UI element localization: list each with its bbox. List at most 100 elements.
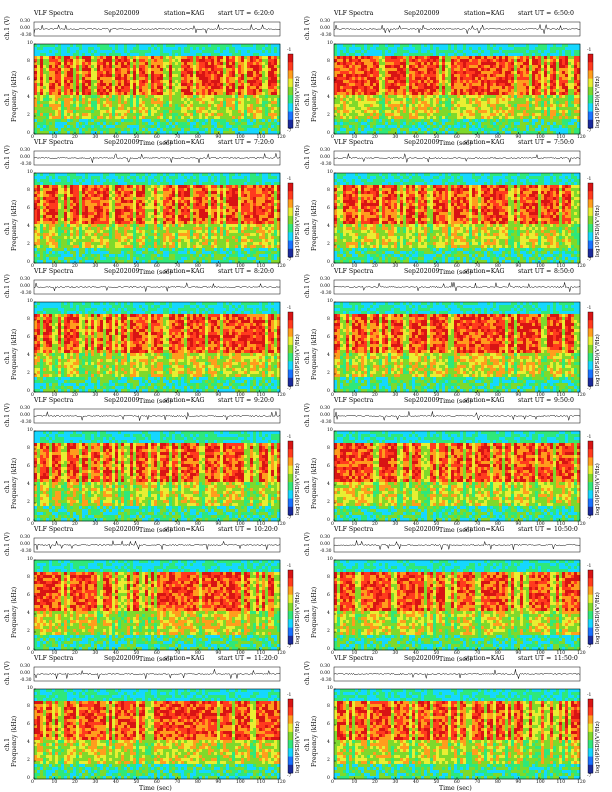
y-tick-label: 10 <box>27 299 33 304</box>
panel-header: VLF Spectra Sep202009 station=KAG start UT … <box>0 8 300 20</box>
y-tick-label: 2 <box>27 113 30 118</box>
waveform-y-tick-label: -0.30 <box>20 678 32 683</box>
x-tick-label: 110 <box>257 264 266 269</box>
y-tick-label: 4 <box>327 482 330 487</box>
colorbar-segment <box>288 764 293 774</box>
x-tick-label: 110 <box>557 780 566 785</box>
panel-header: VLF Spectra Sep202009 station=KAG start UT … <box>300 266 600 278</box>
x-axis-title: Time (sec) <box>139 269 172 276</box>
spectrogram-y-label-frequency: Frequency (kHz) <box>11 71 18 122</box>
panel-start-label: start UT = <box>218 653 251 665</box>
panel-graphics <box>333 279 594 393</box>
colorbar-frame <box>587 311 594 387</box>
colorbar-frame <box>287 698 294 774</box>
colorbar-tick-label: -1 <box>587 435 591 440</box>
colorbar-segment <box>288 119 293 129</box>
y-tick-label: 8 <box>27 59 30 64</box>
waveform-y-tick-label: 0.00 <box>320 26 330 31</box>
x-tick-label: 20 <box>372 135 378 140</box>
x-tick-label: 100 <box>536 264 545 269</box>
spectrogram-cells <box>334 302 581 393</box>
x-tick-label: 50 <box>134 651 140 656</box>
waveform-y-tick-label: -0.30 <box>320 33 332 38</box>
x-tick-label: 110 <box>557 651 566 656</box>
panel-station: station=KAG <box>164 524 205 536</box>
x-tick-label: 20 <box>372 393 378 398</box>
x-tick-label: 70 <box>475 135 481 140</box>
colorbar-frame <box>287 569 294 645</box>
x-tick-label: 40 <box>413 651 419 656</box>
waveform-y-label: ch.1 (V) <box>4 403 11 427</box>
x-axis-title: Time (sec) <box>439 140 472 147</box>
x-tick-label: 70 <box>175 264 181 269</box>
y-tick-label: 6 <box>327 77 330 82</box>
colorbar-segment <box>588 619 593 628</box>
panel-title: VLF Spectra <box>334 137 373 149</box>
colorbar-segment <box>588 723 593 733</box>
colorbar-segment <box>288 611 293 620</box>
panel-graphics <box>333 537 594 651</box>
spectrogram-y-label-channel: ch.1 <box>304 93 311 106</box>
colorbar-segment <box>288 328 293 337</box>
colorbar-segment <box>588 715 593 724</box>
spectrogram-panel: VLF Spectra Sep202009 station=KAG start UT … <box>0 137 301 276</box>
y-tick-label: 0 <box>27 389 30 394</box>
colorbar-segment <box>288 369 293 379</box>
colorbar-segment <box>288 635 293 645</box>
colorbar-segment <box>588 207 593 217</box>
y-tick-label: 4 <box>27 740 30 745</box>
waveform-line <box>333 669 581 679</box>
spectrogram-panel: VLF Spectra Sep202009 station=KAG start UT … <box>300 266 601 405</box>
colorbar-segment <box>588 183 593 192</box>
spectrogram-y-label-frequency: Frequency (kHz) <box>311 716 318 767</box>
x-tick-label: 60 <box>454 780 460 785</box>
waveform-line <box>33 281 281 292</box>
colorbar-tick-label: -7 <box>587 258 591 263</box>
y-tick-label: 4 <box>327 95 330 100</box>
waveform-frame <box>333 408 581 424</box>
panel-station: station=KAG <box>464 653 505 665</box>
waveform-y-label: ch.1 (V) <box>4 145 11 169</box>
panel-start-ut: 9:50:0 <box>554 395 574 407</box>
panel-start-label: start UT = <box>218 524 251 536</box>
colorbar-tick-label: -1 <box>587 177 591 182</box>
panel-graphics <box>33 21 294 135</box>
panel-start-label: start UT = <box>518 8 551 20</box>
colorbar-tick-label: -1 <box>587 693 591 698</box>
x-tick-label: 40 <box>113 522 119 527</box>
colorbar-tick-label: -1 <box>587 564 591 569</box>
x-tick-label: 70 <box>175 393 181 398</box>
colorbar-segment <box>588 457 593 466</box>
panel-graphics <box>33 408 294 522</box>
colorbar-tick-label: -1 <box>587 48 591 53</box>
x-tick-label: 60 <box>154 264 160 269</box>
waveform-y-tick-label: -0.30 <box>320 420 332 425</box>
panel-date: Sep202009 <box>104 137 139 149</box>
spectrogram-y-label-frequency: Frequency (kHz) <box>311 587 318 638</box>
waveform-line <box>333 24 581 34</box>
y-tick-label: 2 <box>327 758 330 763</box>
spectrogram-panel: VLF Spectra Sep202009 station=KAG start UT … <box>0 653 301 792</box>
x-tick-label: 60 <box>154 780 160 785</box>
y-tick-label: 10 <box>27 170 33 175</box>
y-tick-label: 8 <box>327 317 330 322</box>
x-tick-label: 70 <box>175 522 181 527</box>
panel-start-ut: 6:50:0 <box>554 8 574 20</box>
waveform-y-tick-label: -0.30 <box>320 162 332 167</box>
x-tick-label: 60 <box>454 264 460 269</box>
x-axis-title: Time (sec) <box>139 527 172 534</box>
colorbar-segment <box>588 199 593 208</box>
y-tick-label: 10 <box>327 299 333 304</box>
waveform-y-tick-label: 0.30 <box>20 19 30 24</box>
waveform-line <box>33 23 281 35</box>
x-tick-label: 10 <box>352 651 358 656</box>
spectrogram-y-label-frequency: Frequency (kHz) <box>311 200 318 251</box>
x-tick-label: 80 <box>495 651 501 656</box>
y-tick-label: 0 <box>27 647 30 652</box>
waveform-y-label: ch.1 (V) <box>304 532 311 556</box>
x-tick-label: 110 <box>257 522 266 527</box>
x-tick-label: 0 <box>31 393 34 398</box>
x-tick-label: 90 <box>216 651 222 656</box>
waveform-y-label: ch.1 (V) <box>4 532 11 556</box>
spectrogram-y-label-frequency: Frequency (kHz) <box>11 458 18 509</box>
